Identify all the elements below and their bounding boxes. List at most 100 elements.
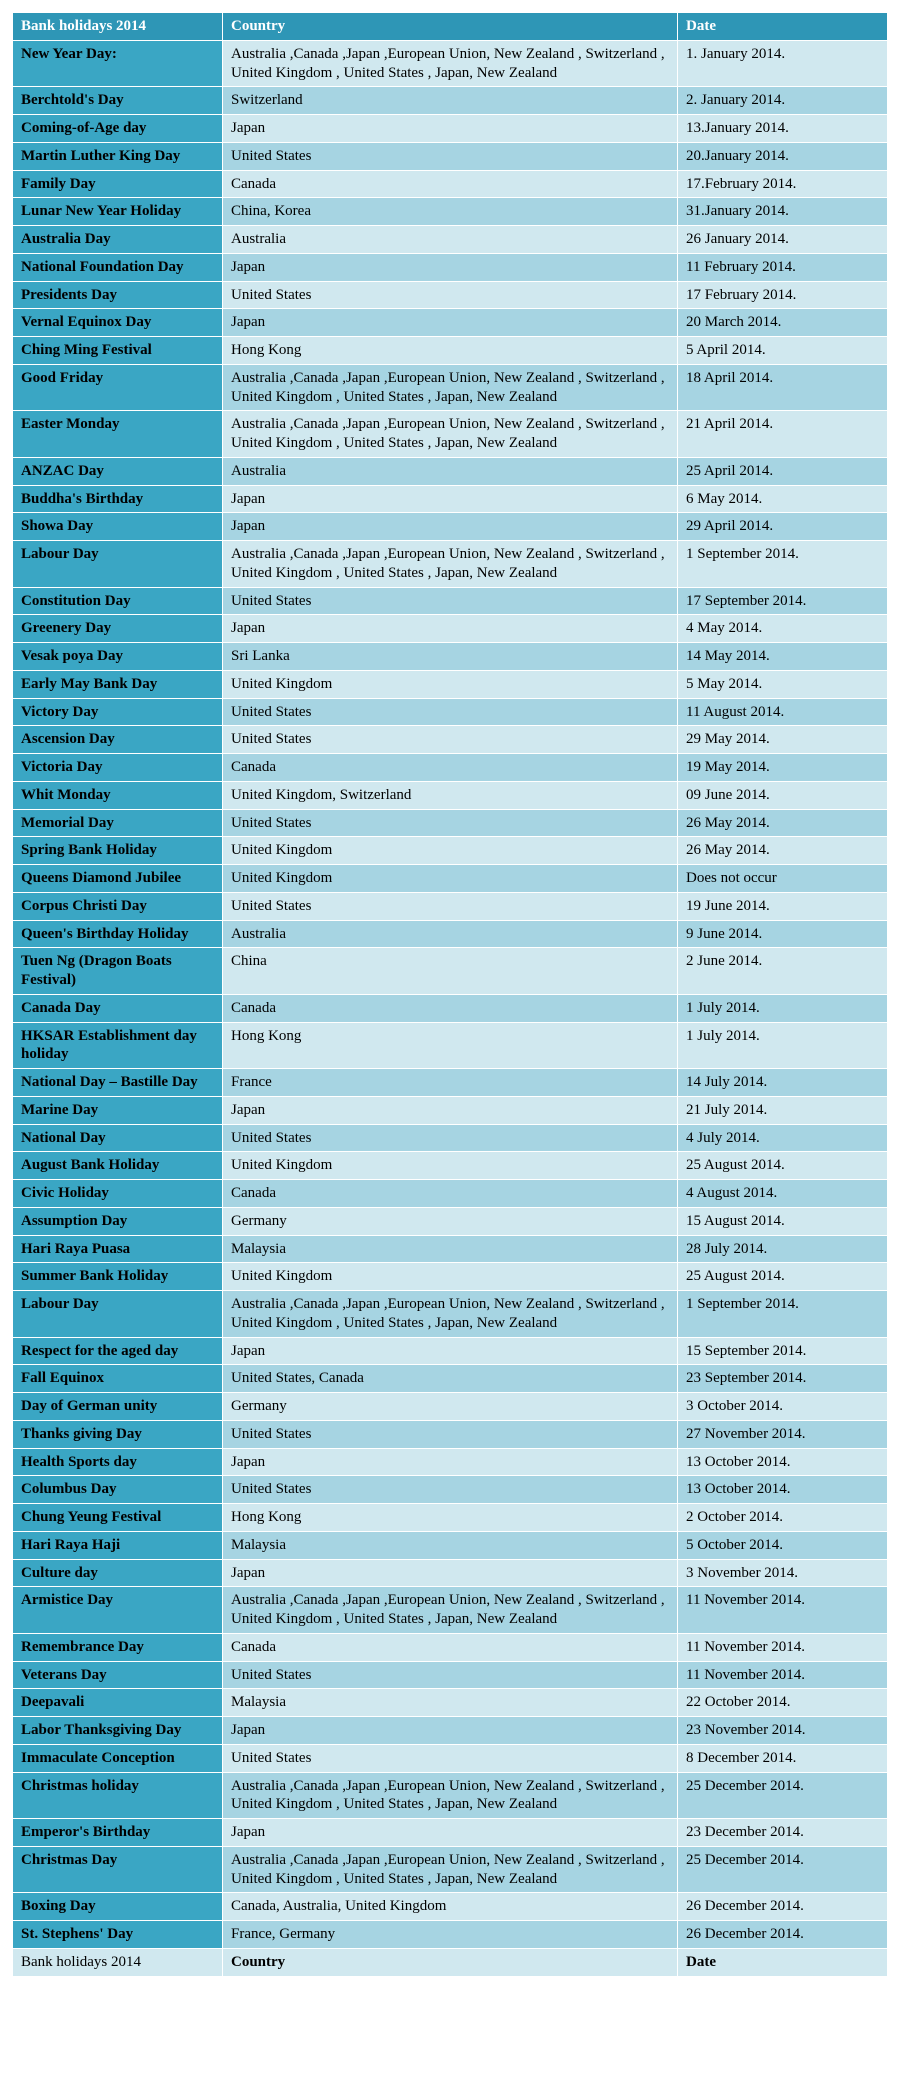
cell-holiday: Coming-of-Age day [13,115,223,143]
cell-country: Germany [223,1207,678,1235]
footer-holiday: Bank holidays 2014 [13,1948,223,1976]
cell-country: Australia ,Canada ,Japan ,European Union… [223,541,678,588]
cell-holiday: Remembrance Day [13,1633,223,1661]
table-row: Easter MondayAustralia ,Canada ,Japan ,E… [13,411,888,458]
cell-date: 15 August 2014. [678,1207,888,1235]
cell-holiday: Spring Bank Holiday [13,837,223,865]
cell-country: United States [223,1476,678,1504]
cell-date: 1 July 2014. [678,1022,888,1069]
cell-holiday: Respect for the aged day [13,1337,223,1365]
cell-country: Germany [223,1393,678,1421]
cell-holiday: Hari Raya Haji [13,1531,223,1559]
cell-country: Australia [223,226,678,254]
cell-holiday: Health Sports day [13,1448,223,1476]
cell-date: 5 May 2014. [678,670,888,698]
table-row: Showa DayJapan29 April 2014. [13,513,888,541]
cell-holiday: Christmas holiday [13,1772,223,1819]
cell-holiday: Presidents Day [13,281,223,309]
table-row: Lunar New Year HolidayChina, Korea31.Jan… [13,198,888,226]
cell-holiday: Immaculate Conception [13,1744,223,1772]
cell-holiday: Easter Monday [13,411,223,458]
cell-holiday: National Day – Bastille Day [13,1069,223,1097]
table-row: Hari Raya PuasaMalaysia28 July 2014. [13,1235,888,1263]
table-row: Assumption DayGermany15 August 2014. [13,1207,888,1235]
cell-date: 15 September 2014. [678,1337,888,1365]
cell-country: Japan [223,1819,678,1847]
table-row: Respect for the aged dayJapan15 Septembe… [13,1337,888,1365]
cell-holiday: Civic Holiday [13,1180,223,1208]
cell-holiday: Canada Day [13,994,223,1022]
cell-date: 21 July 2014. [678,1096,888,1124]
cell-country: China, Korea [223,198,678,226]
cell-date: 09 June 2014. [678,781,888,809]
cell-country: United States [223,809,678,837]
table-row: Buddha's BirthdayJapan6 May 2014. [13,485,888,513]
cell-date: 18 April 2014. [678,364,888,411]
cell-date: 13.January 2014. [678,115,888,143]
cell-holiday: Whit Monday [13,781,223,809]
table-row: Australia DayAustralia26 January 2014. [13,226,888,254]
cell-holiday: Greenery Day [13,615,223,643]
table-row: Victoria DayCanada19 May 2014. [13,754,888,782]
table-row: Greenery DayJapan4 May 2014. [13,615,888,643]
cell-date: 11 August 2014. [678,698,888,726]
cell-country: Japan [223,485,678,513]
cell-holiday: Labour Day [13,1291,223,1338]
cell-holiday: Labour Day [13,541,223,588]
cell-country: Hong Kong [223,1504,678,1532]
table-row: National DayUnited States4 July 2014. [13,1124,888,1152]
col-header-holiday: Bank holidays 2014 [13,13,223,41]
cell-holiday: Tuen Ng (Dragon Boats Festival) [13,948,223,995]
cell-date: 25 April 2014. [678,457,888,485]
cell-country: Hong Kong [223,1022,678,1069]
cell-date: 4 August 2014. [678,1180,888,1208]
cell-date: 26 January 2014. [678,226,888,254]
cell-holiday: St. Stephens' Day [13,1921,223,1949]
cell-date: 11 February 2014. [678,253,888,281]
cell-country: United States [223,1420,678,1448]
table-row: Immaculate ConceptionUnited States8 Dece… [13,1744,888,1772]
cell-holiday: Christmas Day [13,1846,223,1893]
cell-country: Australia ,Canada ,Japan ,European Union… [223,1587,678,1634]
cell-holiday: Deepavali [13,1689,223,1717]
cell-country: Canada [223,754,678,782]
cell-country: China [223,948,678,995]
cell-date: 13 October 2014. [678,1476,888,1504]
table-row: Emperor's BirthdayJapan23 December 2014. [13,1819,888,1847]
cell-date: 3 November 2014. [678,1559,888,1587]
cell-date: 27 November 2014. [678,1420,888,1448]
cell-holiday: Early May Bank Day [13,670,223,698]
cell-holiday: Buddha's Birthday [13,485,223,513]
cell-holiday: Martin Luther King Day [13,142,223,170]
cell-date: 21 April 2014. [678,411,888,458]
table-row: Columbus DayUnited States13 October 2014… [13,1476,888,1504]
cell-holiday: ANZAC Day [13,457,223,485]
cell-country: Canada, Australia, United Kingdom [223,1893,678,1921]
cell-holiday: Thanks giving Day [13,1420,223,1448]
cell-date: 23 December 2014. [678,1819,888,1847]
cell-date: 14 July 2014. [678,1069,888,1097]
table-row: Coming-of-Age dayJapan13.January 2014. [13,115,888,143]
cell-country: United States, Canada [223,1365,678,1393]
cell-holiday: Culture day [13,1559,223,1587]
cell-date: 25 December 2014. [678,1846,888,1893]
cell-date: 8 December 2014. [678,1744,888,1772]
table-row: Vesak poya DaySri Lanka14 May 2014. [13,643,888,671]
table-row: Labour DayAustralia ,Canada ,Japan ,Euro… [13,1291,888,1338]
cell-holiday: Armistice Day [13,1587,223,1634]
cell-country: Japan [223,1337,678,1365]
cell-date: 25 December 2014. [678,1772,888,1819]
cell-holiday: Chung Yeung Festival [13,1504,223,1532]
cell-date: 25 August 2014. [678,1152,888,1180]
cell-country: Australia ,Canada ,Japan ,European Union… [223,1772,678,1819]
cell-holiday: Hari Raya Puasa [13,1235,223,1263]
cell-holiday: Emperor's Birthday [13,1819,223,1847]
table-body: New Year Day:Australia ,Canada ,Japan ,E… [13,40,888,1948]
cell-date: 11 November 2014. [678,1633,888,1661]
cell-country: Japan [223,1096,678,1124]
cell-date: 29 April 2014. [678,513,888,541]
table-row: Culture dayJapan3 November 2014. [13,1559,888,1587]
table-row: Chung Yeung FestivalHong Kong2 October 2… [13,1504,888,1532]
cell-date: 6 May 2014. [678,485,888,513]
cell-holiday: Victoria Day [13,754,223,782]
